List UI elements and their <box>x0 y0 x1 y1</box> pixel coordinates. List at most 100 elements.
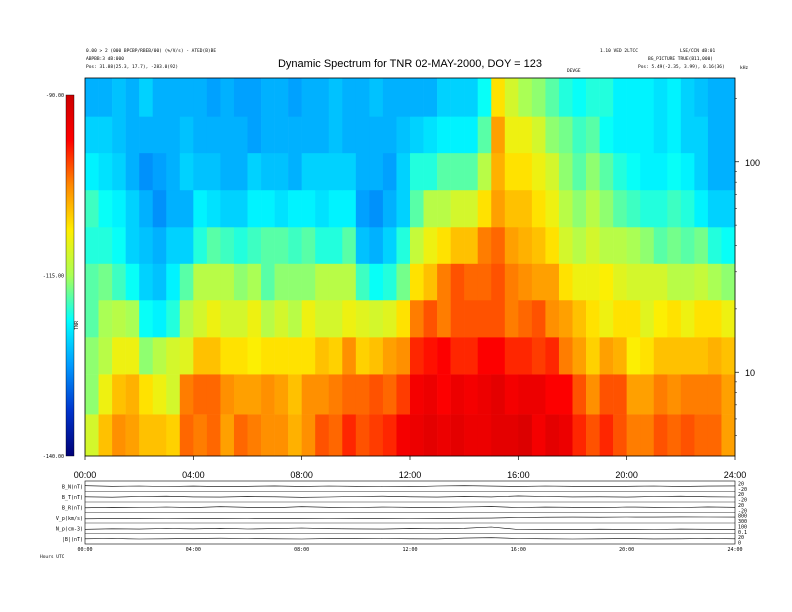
spectrum-cell <box>491 263 506 301</box>
spectrum-cell <box>315 374 330 415</box>
spectrum-cell <box>653 189 668 228</box>
spectrum-cell <box>450 337 465 375</box>
spectrum-cell <box>342 189 357 228</box>
spectrum-cell <box>179 189 194 228</box>
spectrum-cell <box>694 263 709 301</box>
spectrum-cell <box>707 189 722 228</box>
right-tick-label: 20 <box>738 503 744 509</box>
spectrum-cell <box>707 263 722 301</box>
spectrum-cell <box>85 152 99 191</box>
spectrum-cell <box>599 374 614 415</box>
spectrum-cell <box>98 374 113 415</box>
colorbar-gradient <box>65 94 75 457</box>
spectrum-cell <box>152 299 167 338</box>
spectrum-cell <box>85 78 99 117</box>
spectrum-cell <box>586 152 600 191</box>
spectrum-cell <box>220 189 235 228</box>
spectrum-cell <box>98 299 113 338</box>
spectrum-cell <box>626 226 641 264</box>
spectrum-cell <box>653 414 668 457</box>
spectrum-cell <box>382 189 397 228</box>
spectrum-cell <box>261 116 275 154</box>
spectrum-cell <box>233 116 248 154</box>
spectrum-cell <box>680 374 695 415</box>
spectrum-cell <box>640 152 655 191</box>
spectrum-cell <box>680 414 695 457</box>
spectrum-cell <box>288 116 302 154</box>
spectrum-cell <box>206 226 221 264</box>
spectrum-cell <box>613 78 627 117</box>
spectrum-cell <box>342 116 357 154</box>
freq-unit-label: kHz <box>740 66 749 71</box>
spectrum-cell <box>166 152 181 191</box>
spectrum-cell <box>247 414 262 457</box>
spectrum-cell <box>491 414 506 457</box>
right-tick-label: 20 <box>738 492 744 498</box>
spectrum-cell <box>85 263 99 301</box>
spectrum-cell <box>206 152 221 191</box>
spectrum-cell <box>477 152 492 191</box>
spectrum-cell <box>437 374 451 415</box>
spectrum-cell <box>355 116 370 154</box>
spectrum-cell <box>531 337 546 375</box>
spectrum-cell <box>233 152 248 191</box>
spectrum-cell <box>247 263 262 301</box>
colorbar: TNR -90.00 -115.00 -140.00 <box>43 93 80 460</box>
spectrum-cell <box>653 116 668 154</box>
spectrum-cell <box>437 337 451 375</box>
spectrum-cell <box>518 299 533 338</box>
spectrum-cell <box>586 226 600 264</box>
spectrum-cell <box>477 263 492 301</box>
spectrum-cell <box>450 374 465 415</box>
spectrum-cell <box>355 299 370 338</box>
spectrum-cell <box>98 226 113 264</box>
spectrum-cell <box>626 152 641 191</box>
spectrum-cell <box>694 299 709 338</box>
spectrum-cell <box>721 414 736 457</box>
colorbar-tick-label: -90.00 <box>46 93 64 99</box>
spectrum-cell <box>396 374 411 415</box>
spectrum-cell <box>301 414 316 457</box>
spectrum-cell <box>680 116 695 154</box>
spectrum-cell <box>613 374 627 415</box>
header-left-line3: Pos: 31.88(25.3, 17.7), -283.0(92) <box>86 65 179 70</box>
spectrum-cell <box>558 299 573 338</box>
spectrum-cell <box>558 152 573 191</box>
right-tick-label: 0.1 <box>738 530 747 536</box>
spectrum-cell <box>586 337 600 375</box>
spectrum-cell <box>491 116 506 154</box>
spectrum-cell <box>504 78 519 117</box>
spectrum-cell <box>139 78 154 117</box>
spectrum-cell <box>477 226 492 264</box>
spectrum-cell <box>125 337 140 375</box>
spectrum-cell <box>450 414 465 457</box>
spectrum-cell <box>139 299 154 338</box>
spectrum-cell <box>152 337 167 375</box>
spectrum-cell <box>152 226 167 264</box>
spectrum-cell <box>369 263 384 301</box>
spectrum-cell <box>288 78 302 117</box>
spectrum-cell <box>653 226 668 264</box>
spectrum-cell <box>558 414 573 457</box>
spectrum-cell <box>531 414 546 457</box>
spectrum-cell <box>139 414 154 457</box>
spectrum-cell <box>586 263 600 301</box>
spectrum-cell <box>518 414 533 457</box>
spectrum-cell <box>193 263 208 301</box>
spectrum-cell <box>396 152 411 191</box>
row-label: V_p(km/s) <box>56 516 83 522</box>
spectrum-cell <box>599 116 614 154</box>
row-label: B_N(nT) <box>62 484 83 490</box>
x-tick-label: 08:00 <box>290 470 313 480</box>
spectrum-cell <box>680 78 695 117</box>
x-tick-label: 00:00 <box>74 470 97 480</box>
spectrum-cell <box>179 337 194 375</box>
spectrum-cell <box>721 299 736 338</box>
spectrum-cell <box>274 299 289 338</box>
spectrum-cell <box>464 337 479 375</box>
spectrum-cell <box>680 299 695 338</box>
spectrum-cell <box>206 374 221 415</box>
spectrum-cell <box>396 78 411 117</box>
spectrum-cell <box>301 374 316 415</box>
spectrum-cell <box>328 299 343 338</box>
